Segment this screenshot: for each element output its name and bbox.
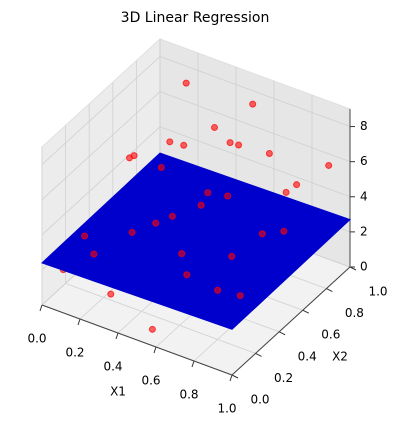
tick-mark <box>39 304 43 312</box>
tick-mark <box>191 360 195 368</box>
x-axis-line <box>41 304 233 376</box>
grid-line <box>65 283 256 354</box>
z-tick-label: 0 <box>360 260 368 274</box>
x-tick-label: 0.0 <box>27 332 46 346</box>
x-tick-label: 1.0 <box>217 402 236 416</box>
y-tick-label: 1.0 <box>368 285 387 299</box>
z-tick-label: 6 <box>360 154 368 168</box>
data-point <box>130 152 138 160</box>
data-point <box>90 250 98 258</box>
tick-mark <box>231 374 239 379</box>
grid-line <box>159 126 351 198</box>
x-axis-label: X1 <box>110 385 126 399</box>
data-point <box>214 286 222 294</box>
data-point <box>236 292 244 300</box>
tick-mark <box>229 374 233 382</box>
data-point <box>293 181 301 189</box>
tick-mark <box>115 332 119 340</box>
grid-line <box>41 56 161 165</box>
data-point <box>128 228 136 236</box>
tick-mark <box>326 288 333 293</box>
tick-mark <box>77 318 81 326</box>
data-point <box>81 232 89 240</box>
data-point <box>224 192 232 200</box>
data-point <box>182 79 190 87</box>
data-point <box>152 219 160 227</box>
data-point <box>107 290 115 298</box>
data-point <box>211 123 218 131</box>
y-axis-label: X2 <box>332 350 348 364</box>
data-point <box>204 189 212 197</box>
data-point <box>228 252 236 260</box>
data-point <box>235 141 243 149</box>
tick-mark <box>302 309 310 314</box>
data-point <box>197 201 205 209</box>
data-point <box>157 164 165 172</box>
data-point <box>249 100 257 108</box>
data-point <box>148 325 156 333</box>
data-point <box>168 212 176 220</box>
data-point <box>258 230 266 238</box>
data-point <box>282 188 290 196</box>
data-point <box>280 227 288 235</box>
y-tick-label: 0.6 <box>321 328 340 342</box>
grid-line <box>41 91 161 200</box>
data-point <box>178 250 186 258</box>
grid-line <box>41 126 161 236</box>
y-axis-line <box>231 266 351 376</box>
y-tick-label: 0.8 <box>345 306 364 320</box>
y-tick-label: 0.4 <box>298 349 317 363</box>
chart-title: 3D Linear Regression <box>121 10 270 26</box>
tick-mark <box>153 346 157 354</box>
z-tick-label: 8 <box>360 119 368 133</box>
grid-line <box>159 91 351 163</box>
tick-mark <box>255 352 262 357</box>
data-point <box>226 139 234 147</box>
regression-surface <box>41 152 351 330</box>
data-point <box>166 138 174 146</box>
tick-mark <box>278 331 286 336</box>
z-tick-label: 4 <box>360 189 368 203</box>
y-tick-label: 0.2 <box>274 371 293 385</box>
data-point <box>265 149 273 157</box>
grid-line <box>159 56 351 127</box>
x-tick-label: 0.2 <box>65 346 84 360</box>
x-tick-label: 0.6 <box>141 374 160 388</box>
data-point <box>325 161 333 169</box>
x-tick-label: 0.4 <box>103 360 122 374</box>
data-point <box>183 271 191 279</box>
y-tick-label: 0.0 <box>250 393 269 407</box>
z-tick-label: 2 <box>360 224 368 238</box>
x-tick-label: 0.8 <box>179 388 198 402</box>
data-point <box>180 141 188 149</box>
